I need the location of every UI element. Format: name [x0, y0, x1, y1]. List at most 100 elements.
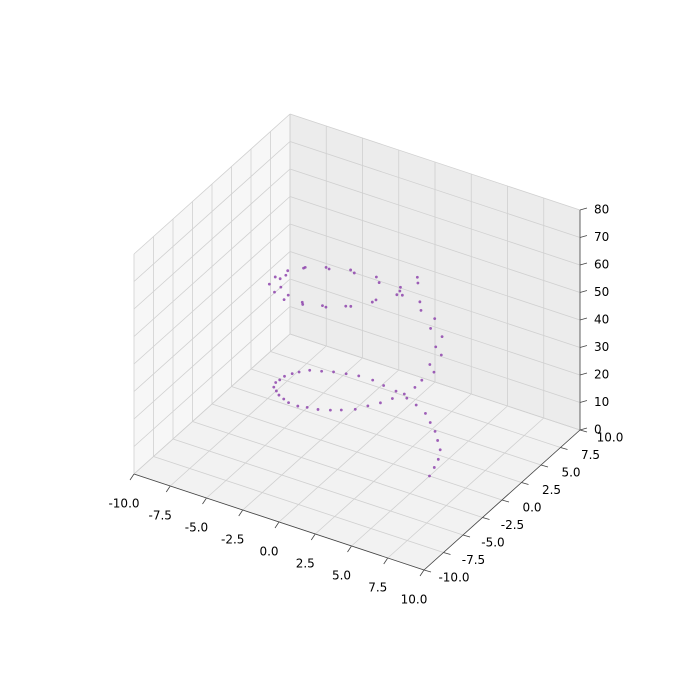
- point: [344, 372, 348, 376]
- point: [371, 378, 375, 382]
- x-tick-label: -5.0: [185, 521, 208, 535]
- y-tick-label: 2.5: [542, 483, 561, 497]
- point: [284, 273, 288, 277]
- y-tick: [443, 552, 451, 555]
- grid-line: [289, 196, 581, 293]
- z-tick: [579, 345, 588, 348]
- x-tick-label: 5.0: [332, 569, 351, 583]
- y-tick-label: 0.0: [522, 501, 541, 515]
- z-tick-label: 10: [594, 395, 609, 409]
- z-tick: [579, 400, 588, 403]
- z-tick: [579, 235, 588, 238]
- grid-line: [192, 421, 483, 518]
- point: [382, 384, 386, 387]
- point: [428, 474, 431, 478]
- point: [353, 407, 357, 411]
- point: [344, 304, 348, 308]
- point: [349, 268, 353, 272]
- point: [274, 381, 278, 384]
- point: [377, 281, 381, 284]
- x-tick-label: 2.5: [296, 557, 315, 571]
- point: [300, 300, 304, 304]
- y-axis-line: [423, 429, 581, 571]
- point: [418, 300, 422, 304]
- grid-line: [133, 306, 291, 447]
- z-tick-label: 70: [594, 230, 609, 244]
- y-tick: [560, 447, 568, 450]
- point: [414, 403, 418, 407]
- point: [357, 374, 361, 378]
- x-tick: [419, 569, 425, 577]
- point: [286, 269, 290, 273]
- x-tick-label: 10.0: [401, 593, 428, 607]
- grid-line: [289, 251, 581, 348]
- grid-line: [133, 278, 291, 420]
- point: [394, 389, 398, 393]
- z-tick-label: 80: [594, 203, 609, 217]
- point: [395, 293, 399, 297]
- point: [428, 421, 432, 424]
- point: [398, 289, 402, 293]
- x-tick: [238, 509, 244, 517]
- point: [399, 285, 402, 289]
- z-tick-label: 30: [594, 340, 609, 354]
- z-tick: [579, 290, 588, 293]
- grid-line: [289, 141, 581, 238]
- grid-line: [289, 223, 581, 321]
- point: [370, 300, 374, 304]
- x-tick-label: 7.5: [368, 581, 387, 595]
- grid-line: [133, 223, 291, 365]
- x-tick-label: -10.0: [108, 497, 139, 511]
- point: [273, 290, 276, 294]
- point: [402, 392, 406, 396]
- grid-line: [270, 351, 561, 448]
- y-tick: [521, 482, 529, 485]
- point: [419, 309, 423, 312]
- point: [379, 401, 382, 405]
- point: [296, 404, 300, 408]
- grid-line: [172, 438, 464, 536]
- x-tick: [202, 497, 207, 505]
- y-tick: [540, 464, 549, 468]
- x-tick: [129, 473, 135, 481]
- point: [308, 368, 312, 372]
- point: [283, 374, 286, 378]
- point: [274, 389, 278, 393]
- point: [282, 397, 286, 401]
- x-tick: [383, 557, 389, 565]
- z-tick-label: 20: [594, 368, 609, 382]
- grid-line: [289, 168, 581, 266]
- grid-line: [250, 368, 542, 466]
- x-tick-label: 0.0: [259, 545, 278, 559]
- y-tick-label: -7.5: [462, 553, 485, 567]
- point: [428, 363, 432, 366]
- z-tick: [579, 207, 588, 211]
- point: [278, 277, 282, 281]
- z-tick: [579, 262, 588, 266]
- z-tick-label: 0: [594, 423, 602, 437]
- y-tick: [482, 517, 490, 520]
- grid-line: [211, 403, 503, 501]
- x-axis-line: [133, 473, 425, 571]
- z-tick-label: 50: [594, 285, 609, 299]
- point: [438, 448, 442, 452]
- point: [405, 396, 409, 400]
- y-tick-label: 7.5: [581, 448, 600, 462]
- point: [424, 411, 427, 415]
- point: [439, 353, 443, 357]
- grid-line: [289, 306, 581, 403]
- y-tick-label: -5.0: [481, 536, 504, 550]
- y-tick: [501, 499, 510, 503]
- y-tick: [579, 429, 588, 433]
- point: [316, 408, 320, 411]
- grid-line: [133, 168, 291, 310]
- grid-line: [231, 386, 522, 483]
- y-tick: [423, 569, 432, 573]
- x-tick: [347, 545, 352, 553]
- point: [349, 304, 353, 308]
- grid-line: [289, 113, 581, 211]
- x-tick: [165, 485, 171, 493]
- point: [420, 378, 424, 382]
- grid-line: [289, 278, 581, 376]
